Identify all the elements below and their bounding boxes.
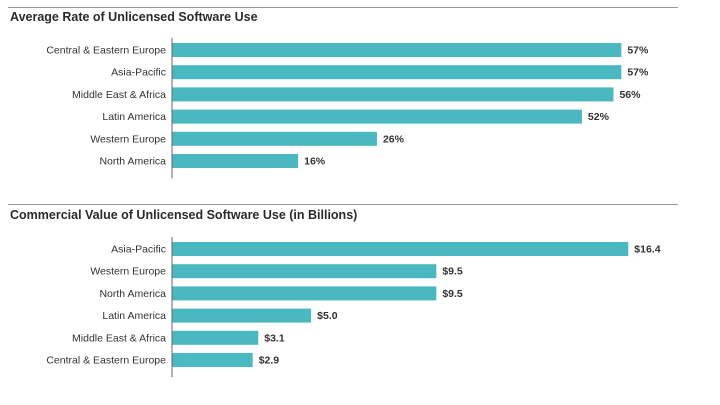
chart1-bar xyxy=(172,131,377,146)
chart2-bar xyxy=(172,242,629,256)
chart2-title: Commercial Value of Unlicensed Software … xyxy=(10,208,358,222)
chart1-bar xyxy=(172,43,622,57)
chart2-value-label: $16.4 xyxy=(634,244,660,256)
chart1-value-label: 26% xyxy=(383,133,405,145)
chart1-value-label: 57% xyxy=(627,67,649,79)
chart1-category-label: Western Europe xyxy=(90,133,166,145)
chart1-value-label: 56% xyxy=(619,89,641,101)
chart1-category-label: Latin America xyxy=(102,111,166,123)
chart1-bar xyxy=(172,87,614,102)
chart2-category-label: Asia-Pacific xyxy=(111,244,166,256)
chart2-value-label: $2.9 xyxy=(259,355,280,367)
chart2-bar xyxy=(172,264,437,279)
chart1-category-label: North America xyxy=(99,156,166,168)
chart1-value-label: 52% xyxy=(588,111,610,123)
chart1-svg: Central & Eastern Europe 57% Asia-Pacific 5… xyxy=(46,38,649,179)
chart2-category-label: North America xyxy=(99,288,166,300)
chart2-category-label: Central & Eastern Europe xyxy=(46,355,166,367)
chart2-bar xyxy=(172,330,259,345)
chart1-bar xyxy=(172,65,622,80)
chart2-category-label: Latin America xyxy=(102,310,166,322)
chart2-bar xyxy=(172,353,253,367)
chart2-value-label: $9.5 xyxy=(442,288,463,300)
chart1-category-label: Middle East & Africa xyxy=(72,89,166,101)
chart1-category-label: Central & Eastern Europe xyxy=(46,45,166,57)
chart2-value-label: $3.1 xyxy=(264,332,285,344)
chart2-title-rule xyxy=(8,204,678,205)
chart1-bar xyxy=(172,154,299,168)
chart2-value-label: $5.0 xyxy=(317,310,338,322)
chart2-svg: Asia-Pacific $16.4 Western Europe $9.5 North… xyxy=(46,237,661,378)
chart1-title-rule xyxy=(8,7,678,8)
chart2-bar xyxy=(172,308,312,323)
chart2-value-label: $9.5 xyxy=(442,266,463,278)
chart2-category-label: Western Europe xyxy=(90,266,166,278)
chart2-category-label: Middle East & Africa xyxy=(72,332,166,344)
chart1-value-label: 57% xyxy=(627,45,649,57)
chart2-bar xyxy=(172,286,437,301)
chart1-category-label: Asia-Pacific xyxy=(111,67,166,79)
chart1-value-label: 16% xyxy=(304,156,326,168)
chart1-title: Average Rate of Unlicensed Software Use xyxy=(10,10,258,24)
chart1-bar xyxy=(172,109,582,124)
